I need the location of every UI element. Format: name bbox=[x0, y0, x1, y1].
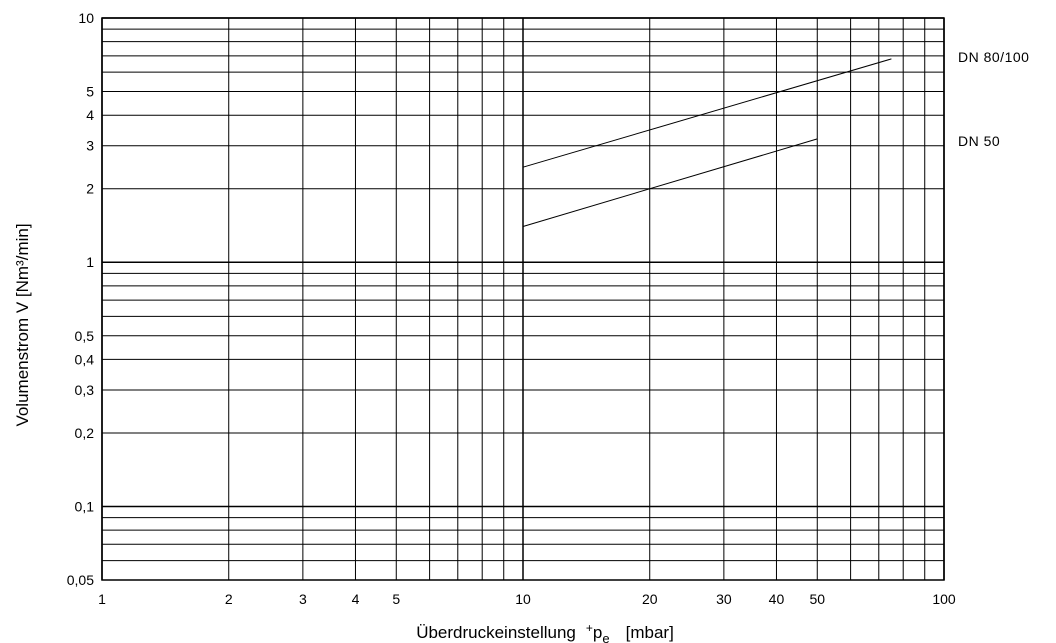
x-axis-title-var: p bbox=[593, 623, 602, 642]
x-tick-label: 5 bbox=[392, 591, 400, 607]
series-line bbox=[522, 138, 818, 227]
x-axis-title: Überdruckeinstellung +pe [mbar] bbox=[416, 621, 674, 643]
x-tick-label: 20 bbox=[642, 591, 658, 607]
y-tick-label: 5 bbox=[86, 84, 94, 100]
series-line bbox=[522, 58, 892, 168]
x-tick-label: 1 bbox=[98, 591, 106, 607]
y-tick-label: 0,3 bbox=[75, 382, 95, 398]
series-labels: DN 80/100 DN 50 bbox=[958, 49, 1029, 149]
y-tick-label: 3 bbox=[86, 138, 94, 154]
y-tick-label: 4 bbox=[86, 107, 94, 123]
x-axis-title-main: Überdruckeinstellung bbox=[416, 623, 576, 642]
x-axis-title-sup: + bbox=[586, 621, 593, 635]
x-tick-label: 100 bbox=[932, 591, 956, 607]
x-tick-label: 2 bbox=[225, 591, 233, 607]
y-tick-label: 1 bbox=[86, 254, 94, 270]
series-label: DN 50 bbox=[958, 133, 1000, 149]
x-tick-label: 50 bbox=[809, 591, 825, 607]
y-tick-label: 0,2 bbox=[75, 425, 95, 441]
x-tick-label: 4 bbox=[352, 591, 360, 607]
x-axis-title-sub: e bbox=[602, 631, 609, 643]
x-tick-label: 40 bbox=[769, 591, 785, 607]
grid bbox=[101, 17, 945, 581]
y-axis-title: Volumenstrom V [Nm³/min] bbox=[13, 223, 32, 426]
y-tick-label: 0,4 bbox=[75, 351, 95, 367]
plot-frame bbox=[101, 17, 945, 581]
series-lines bbox=[522, 58, 892, 227]
y-tick-label: 0,05 bbox=[67, 572, 94, 588]
series-label: DN 80/100 bbox=[958, 49, 1029, 65]
y-tick-label: 0,5 bbox=[75, 328, 95, 344]
x-axis-title-unit: [mbar] bbox=[626, 623, 674, 642]
y-tick-label: 0,1 bbox=[75, 498, 95, 514]
x-tick-label: 3 bbox=[299, 591, 307, 607]
x-tick-labels: 1 2 3 4 5 10 20 30 40 50 100 bbox=[98, 591, 956, 607]
y-tick-labels: 0,05 0,1 0,2 0,3 0,4 0,5 1 2 3 4 5 10 bbox=[67, 10, 94, 588]
x-tick-label: 30 bbox=[716, 591, 732, 607]
y-tick-label: 2 bbox=[86, 181, 94, 197]
x-tick-label: 10 bbox=[515, 591, 531, 607]
y-tick-label: 10 bbox=[78, 10, 94, 26]
